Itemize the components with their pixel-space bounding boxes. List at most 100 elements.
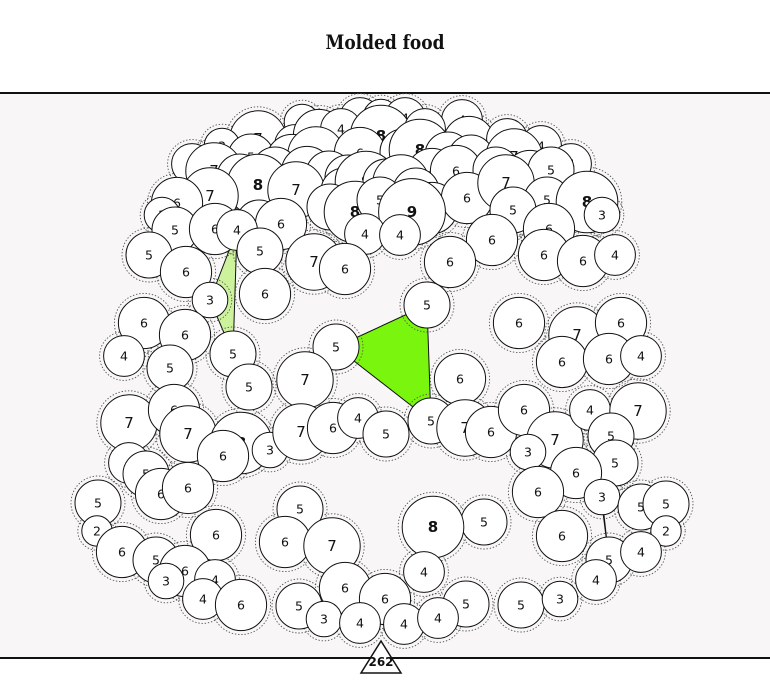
node-disc[interactable] — [214, 578, 268, 632]
node-130[interactable]: 6 — [258, 515, 312, 569]
node-93[interactable]: 6 — [433, 352, 487, 406]
node-52[interactable]: 3 — [583, 196, 621, 234]
node-value: 5 — [171, 223, 179, 238]
node-92[interactable]: 7 — [276, 351, 334, 409]
node-124[interactable]: 6 — [511, 465, 565, 519]
node-86[interactable]: 5 — [312, 323, 360, 371]
node-value: 8 — [415, 141, 425, 159]
node-103[interactable]: 5 — [362, 410, 410, 458]
node-71[interactable]: 6 — [423, 235, 477, 289]
node-disc[interactable] — [196, 429, 250, 483]
node-65[interactable]: 4 — [379, 214, 421, 256]
node-value: 4 — [434, 611, 442, 626]
node-value: 4 — [637, 545, 645, 560]
node-value: 6 — [617, 316, 625, 331]
node-81[interactable]: 6 — [492, 296, 546, 350]
node-78[interactable]: 5 — [403, 281, 451, 329]
node-138[interactable]: 3 — [147, 562, 185, 600]
node-disc[interactable] — [492, 296, 546, 350]
node-68[interactable]: 5 — [236, 227, 284, 275]
node-75[interactable]: 6 — [159, 245, 213, 299]
node-76[interactable]: 6 — [238, 267, 292, 321]
node-disc[interactable] — [161, 461, 215, 515]
node-disc[interactable] — [403, 281, 451, 329]
node-disc[interactable] — [379, 214, 421, 256]
node-value: 5 — [517, 598, 525, 613]
node-118[interactable]: 6 — [161, 461, 215, 515]
node-disc[interactable] — [103, 335, 145, 377]
node-ring — [299, 513, 365, 579]
node-74[interactable]: 4 — [594, 234, 636, 276]
node-disc[interactable] — [541, 580, 579, 618]
node-disc[interactable] — [620, 335, 662, 377]
node-84[interactable]: 4 — [103, 335, 145, 377]
node-disc[interactable] — [403, 551, 445, 593]
node-98[interactable]: 6 — [196, 429, 250, 483]
node-ring — [488, 292, 550, 354]
node-77[interactable]: 3 — [191, 281, 229, 319]
node-value: 6 — [456, 372, 464, 387]
node-disc[interactable] — [191, 281, 229, 319]
node-disc[interactable] — [417, 597, 459, 639]
node-disc[interactable] — [318, 242, 372, 296]
node-value: 5 — [145, 248, 153, 263]
node-125[interactable]: 3 — [583, 478, 621, 516]
node-disc[interactable] — [339, 602, 381, 644]
node-value: 6 — [452, 164, 460, 179]
node-151[interactable]: 4 — [339, 602, 381, 644]
node-disc[interactable] — [159, 245, 213, 299]
node-127[interactable]: 5 — [642, 480, 690, 528]
node-91[interactable]: 5 — [225, 363, 273, 411]
node-148[interactable]: 4 — [575, 559, 617, 601]
node-143[interactable]: 6 — [214, 578, 268, 632]
node-72[interactable]: 6 — [517, 228, 571, 282]
node-disc[interactable] — [650, 515, 682, 547]
node-123[interactable]: 8 — [401, 495, 465, 559]
node-140[interactable]: 4 — [403, 551, 445, 593]
node-disc[interactable] — [575, 559, 617, 601]
node-disc[interactable] — [583, 196, 621, 234]
node-value: 6 — [341, 262, 349, 277]
node-90[interactable]: 5 — [146, 344, 194, 392]
node-149[interactable]: 3 — [541, 580, 579, 618]
node-value: 7 — [501, 174, 511, 192]
node-disc[interactable] — [535, 509, 589, 563]
node-value: 6 — [341, 581, 349, 596]
node-value: 6 — [463, 191, 471, 206]
node-layer[interactable]: 3434474648464435676585574475565566565875… — [74, 97, 690, 645]
node-disc[interactable] — [312, 323, 360, 371]
node-value: 7 — [572, 326, 582, 344]
node-ring — [616, 527, 666, 577]
node-value: 6 — [446, 255, 454, 270]
node-disc[interactable] — [225, 363, 273, 411]
node-disc[interactable] — [511, 465, 565, 519]
node-value: 3 — [556, 592, 564, 607]
node-disc[interactable] — [465, 213, 519, 267]
node-disc[interactable] — [238, 267, 292, 321]
node-89[interactable]: 4 — [620, 335, 662, 377]
node-disc[interactable] — [362, 410, 410, 458]
node-disc[interactable] — [423, 235, 477, 289]
node-disc[interactable] — [147, 562, 185, 600]
node-128[interactable]: 2 — [650, 515, 682, 547]
node-value: 5 — [547, 163, 555, 178]
node-value: 5 — [462, 597, 470, 612]
node-ring — [272, 347, 338, 413]
node-value: 7 — [460, 419, 470, 437]
node-134[interactable]: 4 — [620, 531, 662, 573]
node-value: 5 — [427, 414, 435, 429]
node-153[interactable]: 4 — [417, 597, 459, 639]
node-122[interactable]: 5 — [460, 498, 508, 546]
node-66[interactable]: 6 — [465, 213, 519, 267]
node-150[interactable]: 3 — [305, 600, 343, 638]
node-value: 3 — [598, 490, 606, 505]
node-value: 5 — [229, 347, 237, 362]
node-disc[interactable] — [594, 234, 636, 276]
node-70[interactable]: 6 — [318, 242, 372, 296]
node-132[interactable]: 6 — [535, 509, 589, 563]
node-disc[interactable] — [620, 531, 662, 573]
node-87[interactable]: 6 — [535, 335, 589, 389]
node-147[interactable]: 5 — [497, 581, 545, 629]
node-109[interactable]: 3 — [509, 433, 547, 471]
